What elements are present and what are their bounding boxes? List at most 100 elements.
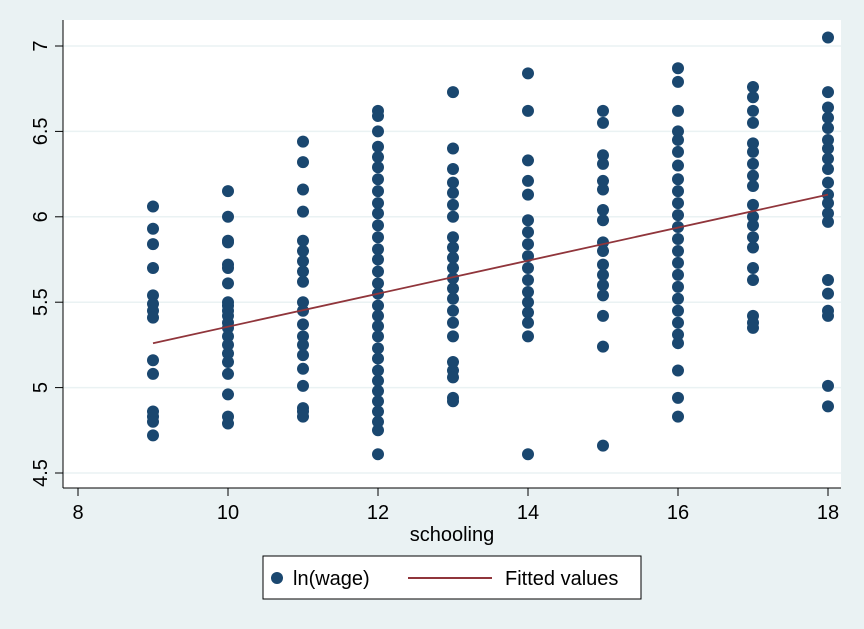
data-point-43 bbox=[297, 275, 309, 288]
data-point-145 bbox=[672, 125, 684, 138]
data-point-34 bbox=[222, 417, 234, 430]
data-point-61 bbox=[372, 173, 384, 186]
data-point-205 bbox=[822, 400, 834, 413]
data-point-107 bbox=[447, 395, 459, 408]
data-point-138 bbox=[597, 289, 609, 302]
data-point-58 bbox=[372, 140, 384, 153]
legend-marker-lnwage bbox=[271, 572, 283, 584]
data-point-110 bbox=[522, 154, 534, 167]
data-point-77 bbox=[372, 352, 384, 365]
data-point-131 bbox=[597, 203, 609, 216]
data-point-154 bbox=[672, 233, 684, 246]
data-point-40 bbox=[297, 244, 309, 257]
data-point-172 bbox=[747, 145, 759, 158]
data-point-169 bbox=[747, 104, 759, 117]
data-point-60 bbox=[372, 161, 384, 174]
data-point-136 bbox=[597, 268, 609, 281]
data-point-63 bbox=[372, 197, 384, 210]
data-point-134 bbox=[597, 244, 609, 257]
data-point-121 bbox=[522, 306, 534, 319]
x-tick-label-3: 14 bbox=[517, 502, 539, 524]
data-point-38 bbox=[297, 205, 309, 218]
data-point-31 bbox=[222, 367, 234, 380]
data-point-94 bbox=[447, 241, 459, 254]
data-point-200 bbox=[822, 273, 834, 286]
data-point-57 bbox=[372, 125, 384, 138]
legend: ln(wage) Fitted values bbox=[262, 555, 642, 600]
data-point-4 bbox=[147, 289, 159, 302]
data-point-123 bbox=[522, 330, 534, 343]
data-point-177 bbox=[747, 210, 759, 223]
data-point-127 bbox=[597, 149, 609, 162]
data-point-51 bbox=[297, 379, 309, 392]
data-point-67 bbox=[372, 243, 384, 256]
data-point-78 bbox=[372, 364, 384, 377]
data-point-59 bbox=[372, 151, 384, 164]
data-point-101 bbox=[447, 316, 459, 329]
y-tick-label-2: 5.5 bbox=[30, 288, 52, 316]
data-point-98 bbox=[447, 282, 459, 295]
data-point-141 bbox=[597, 439, 609, 452]
data-point-14 bbox=[222, 185, 234, 198]
x-tick-label-5: 18 bbox=[817, 502, 839, 524]
data-point-160 bbox=[672, 304, 684, 317]
data-point-139 bbox=[597, 309, 609, 322]
y-tick-label-4: 6.5 bbox=[30, 117, 52, 145]
y-tick-label-0: 4.5 bbox=[30, 459, 52, 487]
data-point-82 bbox=[372, 405, 384, 418]
data-point-92 bbox=[447, 210, 459, 223]
data-point-132 bbox=[597, 214, 609, 227]
data-point-64 bbox=[372, 207, 384, 220]
data-point-32 bbox=[222, 388, 234, 401]
data-point-162 bbox=[672, 328, 684, 341]
data-point-143 bbox=[672, 75, 684, 88]
data-point-155 bbox=[672, 244, 684, 257]
data-point-35 bbox=[297, 135, 309, 148]
data-point-28 bbox=[222, 338, 234, 351]
data-point-195 bbox=[822, 176, 834, 189]
data-point-100 bbox=[447, 304, 459, 317]
data-point-189 bbox=[822, 111, 834, 124]
data-point-102 bbox=[447, 330, 459, 343]
data-point-93 bbox=[447, 231, 459, 244]
data-point-181 bbox=[747, 262, 759, 275]
data-point-197 bbox=[822, 197, 834, 210]
data-point-41 bbox=[297, 255, 309, 268]
y-tick-label-3: 6 bbox=[30, 211, 52, 222]
data-point-126 bbox=[597, 116, 609, 129]
data-point-151 bbox=[672, 197, 684, 210]
x-tick-label-2: 12 bbox=[367, 502, 389, 524]
data-point-167 bbox=[747, 80, 759, 93]
data-point-122 bbox=[522, 316, 534, 329]
data-point-144 bbox=[672, 104, 684, 117]
data-point-173 bbox=[747, 157, 759, 170]
y-tick-label-1: 5 bbox=[30, 382, 52, 393]
data-point-165 bbox=[672, 391, 684, 404]
data-point-178 bbox=[747, 219, 759, 232]
data-point-88 bbox=[447, 162, 459, 175]
data-point-158 bbox=[672, 280, 684, 293]
data-point-135 bbox=[597, 258, 609, 271]
data-point-140 bbox=[597, 340, 609, 353]
data-point-70 bbox=[372, 277, 384, 290]
data-point-199 bbox=[822, 215, 834, 228]
data-point-69 bbox=[372, 265, 384, 278]
data-point-54 bbox=[297, 410, 309, 423]
data-point-75 bbox=[372, 330, 384, 343]
data-point-152 bbox=[672, 209, 684, 222]
data-point-49 bbox=[297, 349, 309, 362]
data-point-170 bbox=[747, 116, 759, 129]
data-point-161 bbox=[672, 316, 684, 329]
data-point-111 bbox=[522, 174, 534, 187]
legend-label-fitted: Fitted values bbox=[505, 568, 618, 590]
data-point-119 bbox=[522, 285, 534, 298]
data-point-171 bbox=[747, 137, 759, 150]
data-point-8 bbox=[147, 354, 159, 367]
data-point-3 bbox=[147, 262, 159, 275]
data-point-26 bbox=[222, 321, 234, 334]
data-point-112 bbox=[522, 188, 534, 201]
data-point-20 bbox=[222, 277, 234, 290]
data-point-50 bbox=[297, 362, 309, 375]
data-point-19 bbox=[222, 262, 234, 275]
